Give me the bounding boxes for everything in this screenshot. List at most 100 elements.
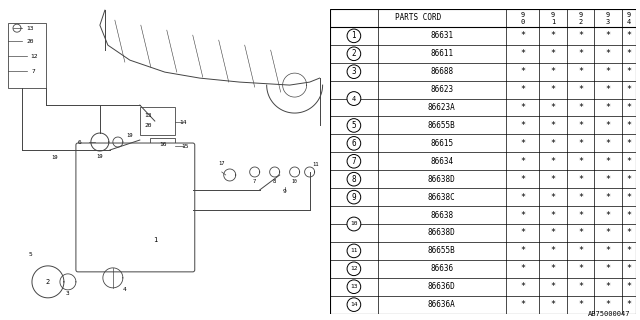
Circle shape xyxy=(347,244,361,258)
Text: *: * xyxy=(520,175,525,184)
Circle shape xyxy=(347,92,361,106)
Text: 17: 17 xyxy=(218,162,225,166)
Text: 7: 7 xyxy=(32,68,36,74)
Text: *: * xyxy=(578,300,583,309)
Text: *: * xyxy=(626,85,631,94)
Text: *: * xyxy=(605,139,611,148)
Text: 86638D: 86638D xyxy=(428,175,456,184)
Text: 7: 7 xyxy=(351,157,356,166)
Text: *: * xyxy=(578,103,583,112)
Text: 10: 10 xyxy=(350,221,358,227)
Text: *: * xyxy=(520,193,525,202)
Text: 13: 13 xyxy=(144,113,152,117)
Text: *: * xyxy=(605,121,611,130)
Text: *: * xyxy=(520,211,525,220)
Text: 5: 5 xyxy=(351,121,356,130)
Text: 86623A: 86623A xyxy=(428,103,456,112)
Text: *: * xyxy=(578,228,583,237)
Text: *: * xyxy=(578,85,583,94)
Text: 86634: 86634 xyxy=(430,157,453,166)
Text: *: * xyxy=(605,211,611,220)
Text: *: * xyxy=(626,121,631,130)
Text: 1: 1 xyxy=(551,20,556,26)
Text: *: * xyxy=(578,49,583,58)
Text: 19: 19 xyxy=(97,154,103,158)
Text: 11: 11 xyxy=(312,163,319,167)
Text: *: * xyxy=(605,49,611,58)
Text: *: * xyxy=(550,139,556,148)
Text: 86636: 86636 xyxy=(430,264,453,273)
Text: 9: 9 xyxy=(351,193,356,202)
Text: 9: 9 xyxy=(520,12,525,18)
Text: PARTS CORD: PARTS CORD xyxy=(395,13,441,22)
Bar xyxy=(150,138,175,150)
Text: 11: 11 xyxy=(350,248,358,253)
Text: 86688: 86688 xyxy=(430,67,453,76)
Text: *: * xyxy=(578,282,583,291)
Text: 2: 2 xyxy=(351,49,356,58)
Text: *: * xyxy=(605,246,611,255)
Text: 9: 9 xyxy=(627,12,631,18)
Text: *: * xyxy=(605,67,611,76)
Circle shape xyxy=(347,29,361,43)
Text: *: * xyxy=(578,31,583,40)
Text: *: * xyxy=(578,246,583,255)
Text: 86636D: 86636D xyxy=(428,282,456,291)
Text: 12: 12 xyxy=(30,54,38,59)
Text: 20: 20 xyxy=(26,39,34,44)
Text: 4: 4 xyxy=(352,96,356,101)
Text: *: * xyxy=(550,300,556,309)
Text: 9: 9 xyxy=(283,189,287,195)
Text: *: * xyxy=(626,264,631,273)
Text: 0: 0 xyxy=(520,20,525,26)
Text: 10: 10 xyxy=(292,180,298,184)
Text: *: * xyxy=(520,282,525,291)
Text: *: * xyxy=(578,157,583,166)
Text: *: * xyxy=(605,157,611,166)
Text: *: * xyxy=(520,228,525,237)
Text: 86615: 86615 xyxy=(430,139,453,148)
Text: *: * xyxy=(626,193,631,202)
Text: 86638: 86638 xyxy=(430,211,453,220)
Bar xyxy=(8,23,46,88)
Text: *: * xyxy=(520,67,525,76)
Text: *: * xyxy=(550,246,556,255)
Circle shape xyxy=(347,298,361,311)
Text: *: * xyxy=(578,139,583,148)
Circle shape xyxy=(347,119,361,132)
Text: *: * xyxy=(520,139,525,148)
Text: *: * xyxy=(520,121,525,130)
Text: 9: 9 xyxy=(579,12,582,18)
Text: *: * xyxy=(520,264,525,273)
FancyBboxPatch shape xyxy=(76,143,195,272)
Circle shape xyxy=(347,137,361,150)
Text: *: * xyxy=(605,193,611,202)
Text: *: * xyxy=(626,282,631,291)
Text: 86631: 86631 xyxy=(430,31,453,40)
Text: 86638D: 86638D xyxy=(428,228,456,237)
Text: *: * xyxy=(520,31,525,40)
Circle shape xyxy=(347,155,361,168)
Text: 1: 1 xyxy=(153,237,157,243)
Text: *: * xyxy=(550,49,556,58)
Text: 4: 4 xyxy=(123,287,127,292)
Text: *: * xyxy=(520,246,525,255)
Text: 15: 15 xyxy=(181,143,189,148)
Text: *: * xyxy=(605,31,611,40)
Text: *: * xyxy=(550,103,556,112)
Text: 2: 2 xyxy=(46,279,50,285)
Text: *: * xyxy=(550,157,556,166)
Text: AB75000047: AB75000047 xyxy=(588,311,630,317)
Text: 8: 8 xyxy=(351,175,356,184)
Circle shape xyxy=(347,190,361,204)
Text: *: * xyxy=(578,264,583,273)
Text: *: * xyxy=(578,121,583,130)
Text: *: * xyxy=(578,211,583,220)
Text: 1: 1 xyxy=(351,31,356,40)
Circle shape xyxy=(347,262,361,276)
Text: 3: 3 xyxy=(351,67,356,76)
Text: 13: 13 xyxy=(26,26,34,31)
Text: *: * xyxy=(626,31,631,40)
Text: *: * xyxy=(520,300,525,309)
Text: 6: 6 xyxy=(351,139,356,148)
